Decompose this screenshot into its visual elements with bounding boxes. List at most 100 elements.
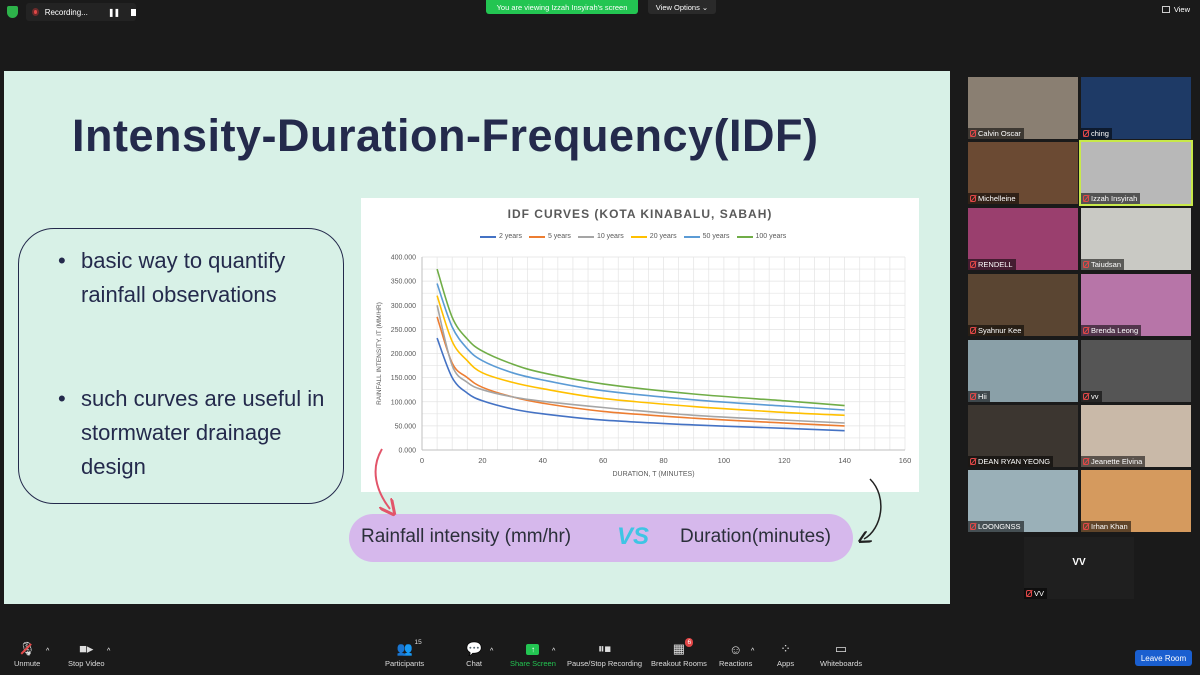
- legend-swatch: [736, 235, 753, 238]
- legend-item: 2 years: [480, 233, 522, 240]
- participant-name: Hii: [978, 392, 987, 401]
- participant-name-tag: Izzah Insyirah: [1081, 193, 1141, 204]
- participant-tile[interactable]: ching: [1081, 77, 1191, 139]
- participant-name-tag: Hii: [968, 391, 990, 402]
- legend-swatch: [683, 235, 700, 238]
- muted-mic-icon: [970, 393, 976, 400]
- legend-label: 20 years: [649, 233, 677, 240]
- breakout-rooms-button[interactable]: ▦ 6 Breakout Rooms: [651, 638, 707, 668]
- y-tick-label: 0.000: [398, 448, 416, 455]
- stop-video-label: Stop Video: [68, 659, 105, 668]
- participant-name: Syahnur Kee: [978, 326, 1022, 335]
- stop-recording-icon[interactable]: [131, 8, 136, 16]
- muted-mic-icon: [1026, 590, 1032, 597]
- unmute-label: Unmute: [14, 659, 41, 668]
- participant-tile[interactable]: vv: [1081, 340, 1191, 402]
- reactions-label: Reactions: [719, 659, 753, 668]
- chart-title: IDF CURVES (KOTA KINABALU, SABAH): [507, 207, 773, 221]
- muted-mic-icon: [970, 458, 976, 465]
- legend-label: 10 years: [596, 233, 624, 240]
- chat-label: Chat: [466, 659, 483, 668]
- reactions-chevron-icon[interactable]: ^: [751, 648, 755, 655]
- chat-button[interactable]: 💬 Chat: [466, 641, 483, 668]
- participant-tile[interactable]: Michelleine: [968, 142, 1078, 204]
- muted-mic-icon: [970, 261, 976, 268]
- participant-initials: VV: [1072, 557, 1086, 568]
- unmute-button[interactable]: 🎙 Unmute: [14, 641, 41, 668]
- participant-tile[interactable]: Izzah Insyirah: [1079, 140, 1193, 206]
- x-tick-label: 140: [838, 456, 851, 465]
- participant-tile[interactable]: RENDELL: [968, 208, 1078, 270]
- x-tick-label: 0: [420, 456, 424, 465]
- participant-tile[interactable]: Jeanette Elvina: [1081, 405, 1191, 467]
- participant-tile[interactable]: Hii: [968, 340, 1078, 402]
- apps-label: Apps: [777, 659, 795, 668]
- participant-tile[interactable]: Irhan Khan: [1081, 470, 1191, 532]
- participant-tile[interactable]: Brenda Leong: [1081, 274, 1191, 336]
- view-button[interactable]: View: [1161, 5, 1190, 14]
- recording-label: Recording...: [44, 7, 88, 17]
- legend-swatch: [630, 235, 647, 238]
- stop-video-button[interactable]: ■▸ Stop Video: [68, 641, 105, 668]
- participant-name-tag: Jeanette Elvina: [1081, 456, 1146, 467]
- leave-room-button[interactable]: Leave Room: [1135, 650, 1192, 666]
- audio-options-chevron-icon[interactable]: ^: [46, 648, 50, 655]
- participants-count: 15: [414, 639, 422, 646]
- muted-mic-icon: [1083, 523, 1089, 530]
- participant-tile[interactable]: Syahnur Kee: [968, 274, 1078, 336]
- x-tick-label: 160: [899, 456, 912, 465]
- share-options-chevron-icon[interactable]: ^: [552, 648, 556, 655]
- y-tick-label: 350.000: [391, 279, 416, 286]
- security-shield-icon[interactable]: [7, 6, 18, 18]
- legend-label: 5 years: [547, 233, 571, 240]
- legend-item: 100 years: [736, 233, 786, 240]
- share-screen-label: Share Screen: [510, 659, 556, 668]
- series-line-2-years: [436, 337, 845, 432]
- chat-options-chevron-icon[interactable]: ^: [490, 648, 494, 655]
- participant-name: DEAN RYAN YEONG: [978, 457, 1051, 466]
- pause-stop-recording-button[interactable]: ⏸⏹ Pause/Stop Recording: [567, 641, 642, 668]
- viewing-banner: You are viewing Izzah Insyirah's screen: [486, 0, 638, 14]
- y-tick-label: 50.000: [395, 423, 417, 430]
- participant-name: Michelleine: [978, 194, 1016, 203]
- whiteboards-button[interactable]: ▭ Whiteboards: [820, 641, 862, 668]
- chart-plot: 0.000 50.000 100.000 150.000 200.000 250.000 3…: [376, 255, 912, 479]
- slide-title: Intensity-Duration-Frequency(IDF): [72, 110, 819, 161]
- participant-tile[interactable]: Calvin Oscar: [968, 77, 1078, 139]
- bullet-glyph: •: [58, 248, 66, 273]
- muted-mic-icon: [970, 523, 976, 530]
- participant-name: RENDELL: [978, 260, 1013, 269]
- breakout-rooms-icon: ▦ 6: [672, 638, 694, 656]
- comparison-pill: Rainfall intensity (mm/hr) VS Duration(m…: [349, 514, 853, 562]
- y-tick-label: 150.000: [391, 375, 416, 382]
- share-screen-button[interactable]: ↑ Share Screen: [510, 642, 556, 668]
- y-tick-label: 100.000: [391, 399, 416, 406]
- x-tick-label: 20: [478, 456, 486, 465]
- participant-name-tag: Syahnur Kee: [968, 325, 1025, 336]
- series-line-50-years: [436, 283, 845, 411]
- compare-right-label: Duration(minutes): [680, 526, 831, 547]
- bullet-glyph: •: [58, 386, 66, 411]
- muted-mic-icon: [1083, 195, 1089, 202]
- participants-button[interactable]: 👥 15 Participants: [385, 639, 424, 668]
- legend-swatch: [480, 235, 496, 238]
- apps-button[interactable]: ⁘ Apps: [777, 641, 795, 668]
- participant-name: Izzah Insyirah: [1091, 194, 1138, 203]
- participant-name-tag: VV: [1024, 588, 1048, 599]
- participant-name-tag: ching: [1081, 128, 1112, 139]
- participant-tile[interactable]: Taiudsan: [1081, 208, 1191, 270]
- view-options-button[interactable]: View Options ⌄: [648, 0, 716, 14]
- muted-mic-icon: [1083, 393, 1089, 400]
- video-options-chevron-icon[interactable]: ^: [107, 648, 111, 655]
- participant-tile[interactable]: LOONGNSS: [968, 470, 1078, 532]
- participant-tile[interactable]: DEAN RYAN YEONG: [968, 405, 1078, 467]
- participant-name-tag: RENDELL: [968, 259, 1016, 270]
- muted-mic-icon: [1083, 327, 1089, 334]
- chart-legend: 2 years 5 years 10 years 20 years 50 years 10…: [480, 233, 786, 240]
- participant-name: Brenda Leong: [1091, 326, 1139, 335]
- x-tick-label: 40: [539, 456, 547, 465]
- pause-recording-icon[interactable]: ❚❚: [107, 7, 120, 17]
- reactions-button[interactable]: ☺ Reactions: [719, 642, 753, 669]
- recording-dot-icon: [32, 8, 39, 16]
- participant-tile[interactable]: VV VV: [1024, 537, 1134, 599]
